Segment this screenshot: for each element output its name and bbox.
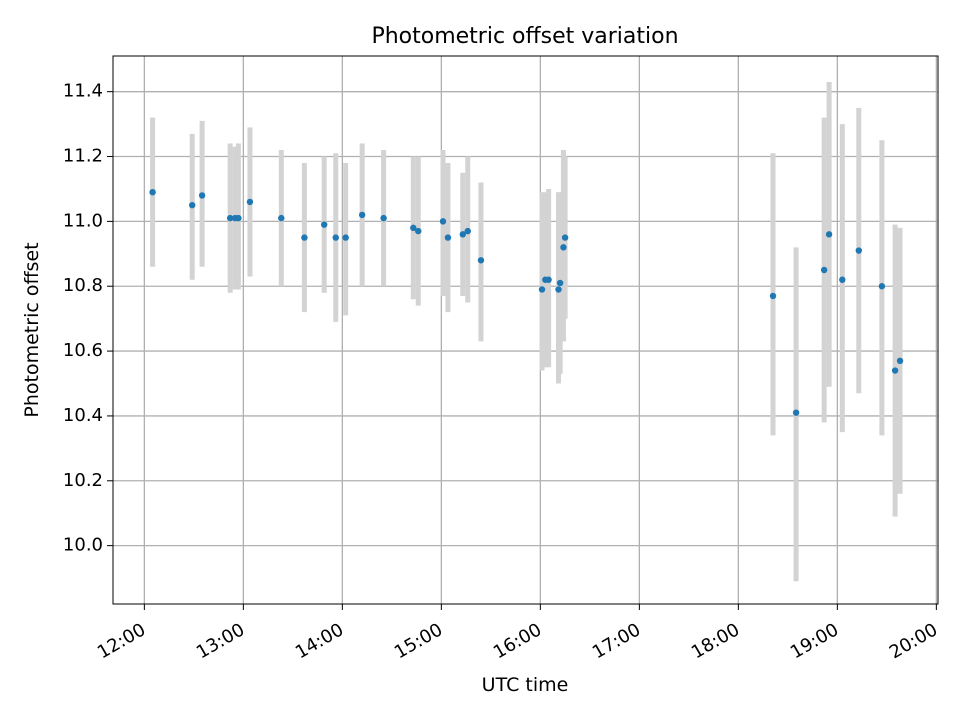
data-point <box>410 224 417 232</box>
data-point <box>149 188 156 196</box>
plot-frame <box>112 55 939 605</box>
data-point <box>878 283 886 290</box>
x-axis-label: UTC time <box>482 674 569 696</box>
data-point <box>380 214 387 222</box>
data-point <box>555 286 562 293</box>
y-axis-label: Photometric offset <box>21 242 43 417</box>
y-tick-label: 10.8 <box>63 275 103 296</box>
data-point <box>278 214 285 222</box>
y-tick-label: 10.0 <box>63 535 103 556</box>
data-point <box>342 234 349 241</box>
data-point <box>545 276 552 283</box>
data-point <box>321 221 328 228</box>
grid-lines <box>113 56 938 604</box>
data-point <box>896 357 904 365</box>
data-point <box>439 218 447 225</box>
y-tick-label: 11.4 <box>63 81 103 102</box>
data-point <box>235 214 242 222</box>
chart-title: Photometric offset variation <box>371 24 678 49</box>
data-point <box>226 214 234 222</box>
data-point <box>891 367 899 374</box>
data-point <box>246 198 254 206</box>
data-point <box>301 234 308 241</box>
data-point <box>769 292 777 300</box>
data-point <box>820 266 828 274</box>
data-point <box>792 409 800 416</box>
data-point <box>459 231 466 238</box>
data-point <box>464 227 471 235</box>
data-point <box>415 227 422 235</box>
y-tick-label: 10.2 <box>63 470 103 491</box>
data-point <box>825 231 833 238</box>
data-point <box>444 234 452 241</box>
y-axis-ticks: 10.0 10.2 10.4 10.6 10.8 11.0 11.2 11.4 <box>63 81 113 556</box>
data-point <box>839 276 846 283</box>
data-point <box>561 234 569 241</box>
data-point <box>358 211 366 219</box>
data-point <box>477 257 485 264</box>
data-point <box>538 286 546 293</box>
data-point <box>198 192 206 199</box>
y-tick-label: 10.4 <box>63 405 103 426</box>
data-point <box>855 247 862 254</box>
y-tick-label: 10.6 <box>63 340 103 361</box>
y-tick-label: 11.0 <box>63 210 103 231</box>
y-tick-label: 11.2 <box>63 146 103 167</box>
data-point <box>556 279 564 287</box>
data-point <box>189 201 196 209</box>
data-points <box>149 188 904 416</box>
data-point <box>332 234 339 241</box>
data-point <box>560 244 567 251</box>
